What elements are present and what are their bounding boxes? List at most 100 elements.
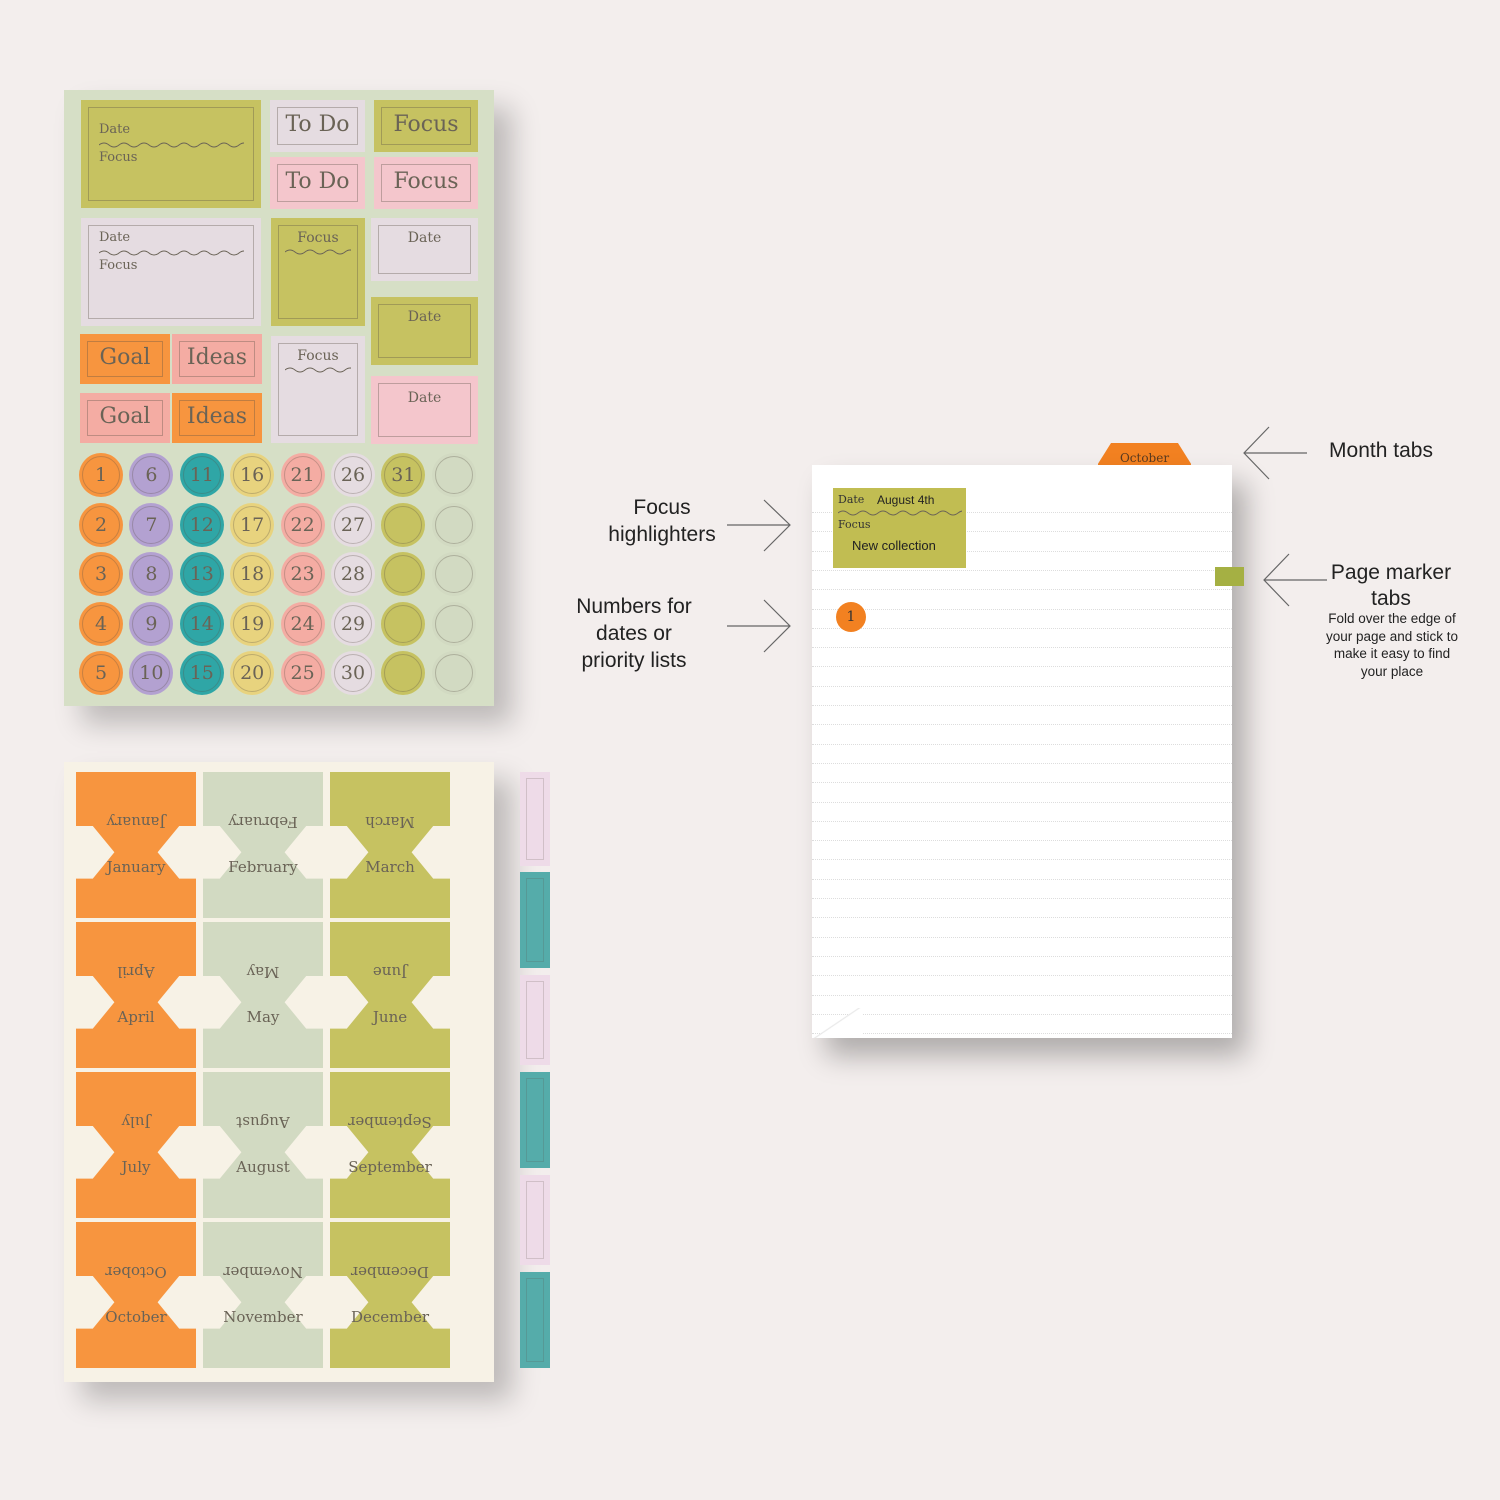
number-sticker[interactable]: 10 (129, 651, 174, 696)
date-focus-sticker-olive[interactable]: Date Focus (81, 100, 261, 208)
number-sticker[interactable] (381, 552, 426, 597)
number-sticker[interactable] (431, 453, 476, 497)
page-marker-teal[interactable] (520, 1072, 550, 1168)
month-tab-february[interactable]: February February (203, 772, 323, 918)
month-label: October (105, 1308, 167, 1326)
page-marker-pink[interactable] (520, 772, 550, 866)
number-sticker[interactable]: 7 (129, 502, 174, 547)
number-sticker[interactable]: 31 (381, 453, 426, 497)
focus-highlighter-example: Date August 4th Focus New collection (833, 488, 966, 568)
date-sticker-olive[interactable]: Date (371, 297, 478, 365)
goal-sticker-orange[interactable]: Goal (80, 334, 170, 384)
month-label: May (246, 1008, 280, 1026)
month-tab-october[interactable]: October October (76, 1222, 196, 1368)
number-sticker[interactable]: 19 (230, 601, 275, 646)
ruled-line (812, 550, 1232, 552)
ruled-line (812, 878, 1232, 880)
number-sticker[interactable]: 14 (179, 601, 224, 646)
date-label: Date (99, 230, 131, 245)
ruled-line (812, 685, 1232, 687)
month-tab-june[interactable]: June June (330, 922, 450, 1068)
number-sticker[interactable]: 18 (230, 552, 275, 597)
month-tab-march[interactable]: March March (330, 772, 450, 918)
page-marker-pink[interactable] (520, 975, 550, 1065)
date-sticker-pink[interactable]: Date (371, 376, 478, 444)
ideas-sticker-salmon[interactable]: Ideas (172, 334, 262, 384)
todo-sticker-lavender[interactable]: To Do (270, 100, 365, 152)
month-tab-april[interactable]: April April (76, 922, 196, 1068)
date-value: August 4th (877, 493, 935, 507)
number-sticker[interactable]: 28 (331, 552, 375, 597)
number-sticker[interactable]: 22 (280, 502, 325, 547)
number-sticker[interactable]: 11 (179, 453, 224, 497)
number-sticker[interactable]: 4 (79, 601, 123, 646)
number-sticker[interactable]: 3 (79, 552, 123, 597)
month-tab-december[interactable]: December December (330, 1222, 450, 1368)
number-sticker[interactable]: 21 (280, 453, 325, 497)
page-marker-annotation-desc: Fold over the edge of your page and stic… (1325, 611, 1459, 679)
ruled-line (812, 801, 1232, 803)
number-sticker[interactable]: 30 (331, 651, 375, 696)
number-sticker[interactable] (431, 601, 476, 646)
number-sticker[interactable]: 25 (280, 651, 325, 696)
number-sticker[interactable] (381, 651, 426, 696)
month-tab-august[interactable]: August August (203, 1072, 323, 1218)
number-sticker[interactable]: 26 (331, 453, 375, 497)
focus-tall-sticker-olive[interactable]: Focus (271, 218, 365, 326)
ideas-label: Ideas (186, 404, 248, 429)
page-marker-pink[interactable] (520, 1175, 550, 1265)
date-focus-sticker-lavender[interactable]: Date Focus (81, 218, 261, 326)
focus-value: New collection (852, 538, 936, 553)
ruled-line (812, 762, 1232, 764)
number-sticker[interactable] (381, 502, 426, 547)
number-sticker[interactable]: 5 (79, 651, 123, 696)
page-marker-teal[interactable] (520, 1272, 550, 1368)
number-sticker[interactable]: 29 (331, 601, 375, 646)
ideas-sticker-orange[interactable]: Ideas (172, 393, 262, 443)
goal-label: Goal (99, 404, 151, 429)
month-label: December (350, 1308, 430, 1326)
month-tab-september[interactable]: September September (330, 1072, 450, 1218)
number-sticker[interactable]: 27 (331, 502, 375, 547)
month-tab-november[interactable]: November November (203, 1222, 323, 1368)
number-sticker[interactable]: 13 (179, 552, 224, 597)
number-sticker[interactable]: 9 (129, 601, 174, 646)
month-label: June (372, 1008, 408, 1026)
number-sticker[interactable]: 12 (179, 502, 224, 547)
number-sticker[interactable] (431, 651, 476, 696)
number-sticker[interactable]: 2 (79, 502, 123, 547)
number-sticker[interactable] (431, 502, 476, 547)
number-sticker[interactable]: 24 (280, 601, 325, 646)
month-label: March (365, 858, 415, 876)
number-sticker[interactable] (431, 552, 476, 597)
month-tab-july[interactable]: July July (76, 1072, 196, 1218)
number-sticker[interactable]: 15 (179, 651, 224, 696)
page-marker-teal[interactable] (520, 872, 550, 968)
number-sticker[interactable]: 23 (280, 552, 325, 597)
date-label: Date (838, 493, 865, 506)
focus-sticker-olive[interactable]: Focus (374, 100, 478, 152)
goal-sticker-salmon[interactable]: Goal (80, 393, 170, 443)
number-sticker[interactable]: 6 (129, 453, 174, 497)
ruled-line (812, 531, 1232, 533)
month-label: September (348, 1158, 432, 1176)
month-tab-may[interactable]: May May (203, 922, 323, 1068)
number-sticker[interactable]: 16 (230, 453, 275, 497)
arrow-right-icon (727, 599, 791, 653)
focus-tall-sticker-lavender[interactable]: Focus (271, 336, 365, 443)
number-sticker[interactable] (381, 601, 426, 646)
ruled-line (812, 1013, 1232, 1015)
ruled-line (812, 724, 1232, 726)
number-sticker[interactable]: 1 (79, 453, 123, 497)
number-sticker[interactable]: 8 (129, 552, 174, 597)
ruled-line (812, 859, 1232, 861)
number-sticker[interactable]: 20 (230, 651, 275, 696)
todo-sticker-pink[interactable]: To Do (270, 157, 365, 209)
ruled-line (812, 608, 1232, 610)
date-sticker-lavender[interactable]: Date (371, 218, 478, 281)
focus-sticker-pink[interactable]: Focus (374, 157, 478, 209)
number-sticker[interactable]: 17 (230, 502, 275, 547)
month-tab-january[interactable]: January January (76, 772, 196, 918)
ruled-line (812, 647, 1232, 649)
